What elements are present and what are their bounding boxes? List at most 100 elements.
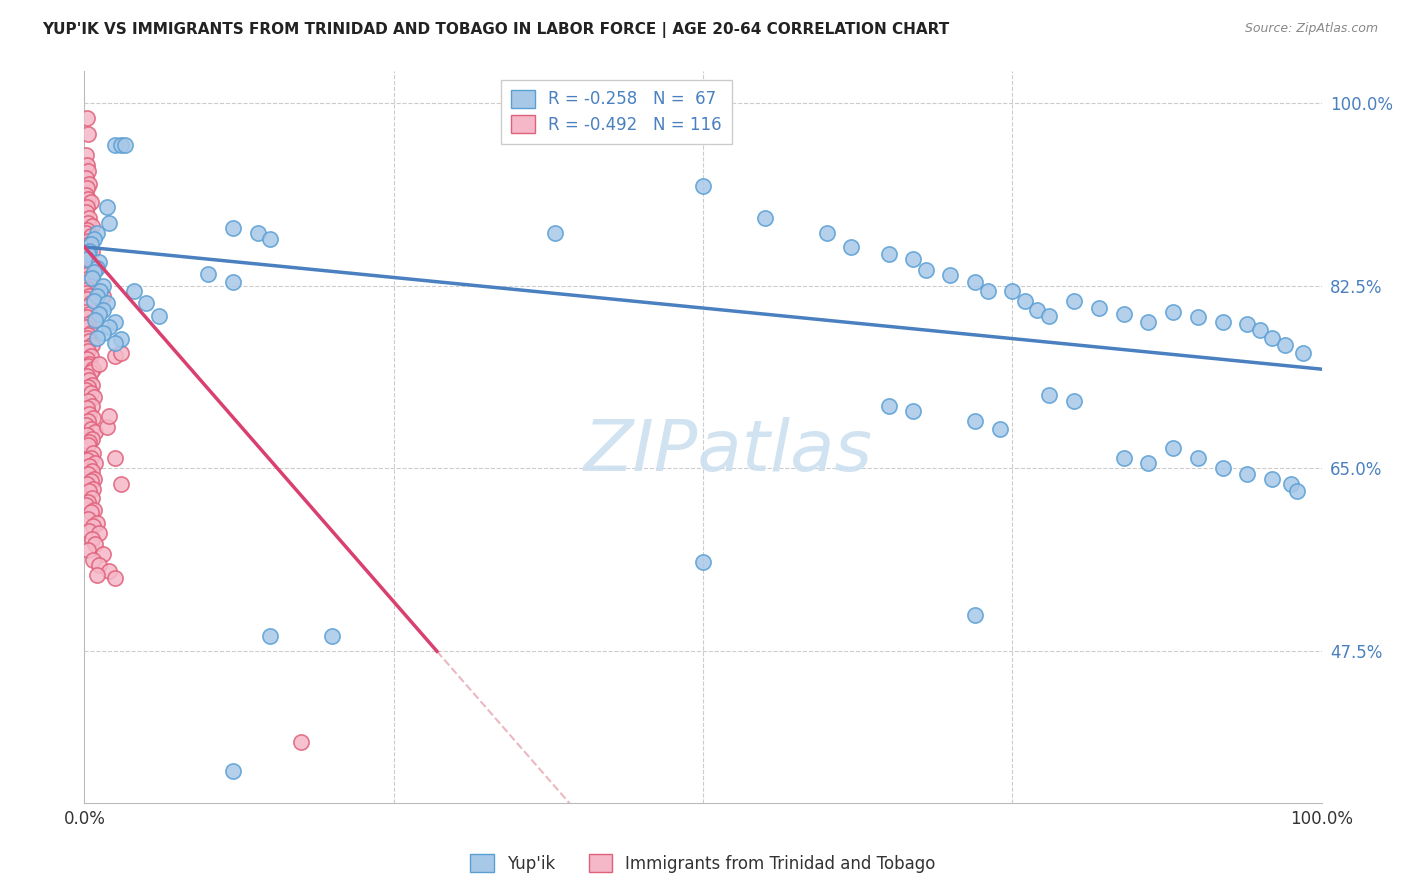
Point: [77, 438, 100, 452]
Point: [75, 383, 97, 397]
Point: [80, 271, 103, 285]
Point: [110, 477, 132, 491]
Point: [77, 216, 100, 230]
Point: [79, 484, 101, 499]
Point: [77, 265, 100, 279]
Point: [80, 399, 103, 413]
Point: [82, 362, 104, 376]
Point: [79, 474, 101, 488]
Point: [79, 326, 101, 340]
Point: [79, 422, 101, 436]
Point: [104, 571, 127, 585]
Point: [841, 240, 863, 254]
Point: [80, 491, 103, 505]
Point: [77, 511, 100, 525]
Text: Source: ZipAtlas.com: Source: ZipAtlas.com: [1244, 22, 1378, 36]
Point: [976, 284, 998, 298]
Point: [1236, 467, 1258, 481]
Point: [86, 260, 108, 275]
Point: [76, 112, 98, 126]
Point: [98, 409, 121, 424]
Point: [79, 194, 101, 209]
Point: [76, 477, 98, 491]
Point: [815, 227, 838, 241]
Point: [988, 422, 1011, 436]
Point: [82, 519, 104, 533]
Point: [75, 227, 97, 241]
Point: [290, 735, 312, 749]
Point: [77, 543, 100, 558]
Point: [84, 536, 107, 550]
Point: [76, 292, 98, 306]
Point: [1038, 388, 1060, 402]
Point: [83, 265, 105, 279]
Point: [1236, 317, 1258, 331]
Point: [754, 211, 776, 225]
Point: [76, 200, 98, 214]
Point: [692, 556, 714, 570]
Point: [96, 419, 118, 434]
Point: [98, 320, 121, 334]
Point: [965, 607, 987, 622]
Point: [965, 414, 987, 428]
Point: [75, 148, 97, 162]
Point: [79, 236, 101, 251]
Point: [77, 344, 100, 359]
Point: [76, 240, 98, 254]
Point: [77, 393, 100, 408]
Point: [79, 357, 101, 371]
Legend: Yup'ik, Immigrants from Trinidad and Tobago: Yup'ik, Immigrants from Trinidad and Tob…: [464, 847, 942, 880]
Point: [1038, 309, 1060, 323]
Point: [77, 359, 100, 373]
Point: [79, 296, 101, 310]
Point: [75, 417, 97, 432]
Point: [77, 282, 100, 296]
Point: [96, 296, 118, 310]
Point: [80, 377, 103, 392]
Point: [79, 435, 101, 450]
Point: [1137, 456, 1160, 470]
Point: [89, 254, 111, 268]
Point: [80, 219, 103, 233]
Point: [75, 304, 97, 318]
Point: [77, 327, 100, 342]
Point: [80, 338, 103, 352]
Point: [903, 252, 925, 267]
Point: [76, 428, 98, 442]
Point: [1279, 477, 1302, 491]
Point: [82, 411, 104, 425]
Point: [1161, 441, 1184, 455]
Point: [1161, 304, 1184, 318]
Point: [84, 313, 107, 327]
Point: [76, 310, 98, 324]
Point: [1026, 302, 1049, 317]
Point: [104, 450, 127, 465]
Point: [259, 231, 281, 245]
Point: [110, 346, 132, 360]
Point: [77, 127, 100, 141]
Point: [77, 467, 100, 481]
Point: [79, 289, 101, 303]
Point: [1112, 307, 1135, 321]
Point: [903, 404, 925, 418]
Point: [79, 307, 101, 321]
Point: [110, 137, 132, 152]
Point: [75, 252, 97, 267]
Point: [1285, 484, 1308, 499]
Text: YUP'IK VS IMMIGRANTS FROM TRINIDAD AND TOBAGO IN LABOR FORCE | AGE 20-64 CORRELA: YUP'IK VS IMMIGRANTS FROM TRINIDAD AND T…: [42, 22, 949, 38]
Point: [79, 365, 101, 379]
Point: [75, 268, 97, 282]
Point: [79, 260, 101, 275]
Point: [91, 302, 114, 317]
Point: [83, 231, 105, 245]
Point: [82, 553, 104, 567]
Point: [110, 332, 132, 346]
Point: [76, 351, 98, 366]
Point: [79, 373, 101, 387]
Point: [79, 271, 101, 285]
Point: [79, 244, 101, 258]
Point: [104, 315, 127, 329]
Point: [80, 463, 103, 477]
Point: [1063, 294, 1085, 309]
Point: [77, 414, 100, 428]
